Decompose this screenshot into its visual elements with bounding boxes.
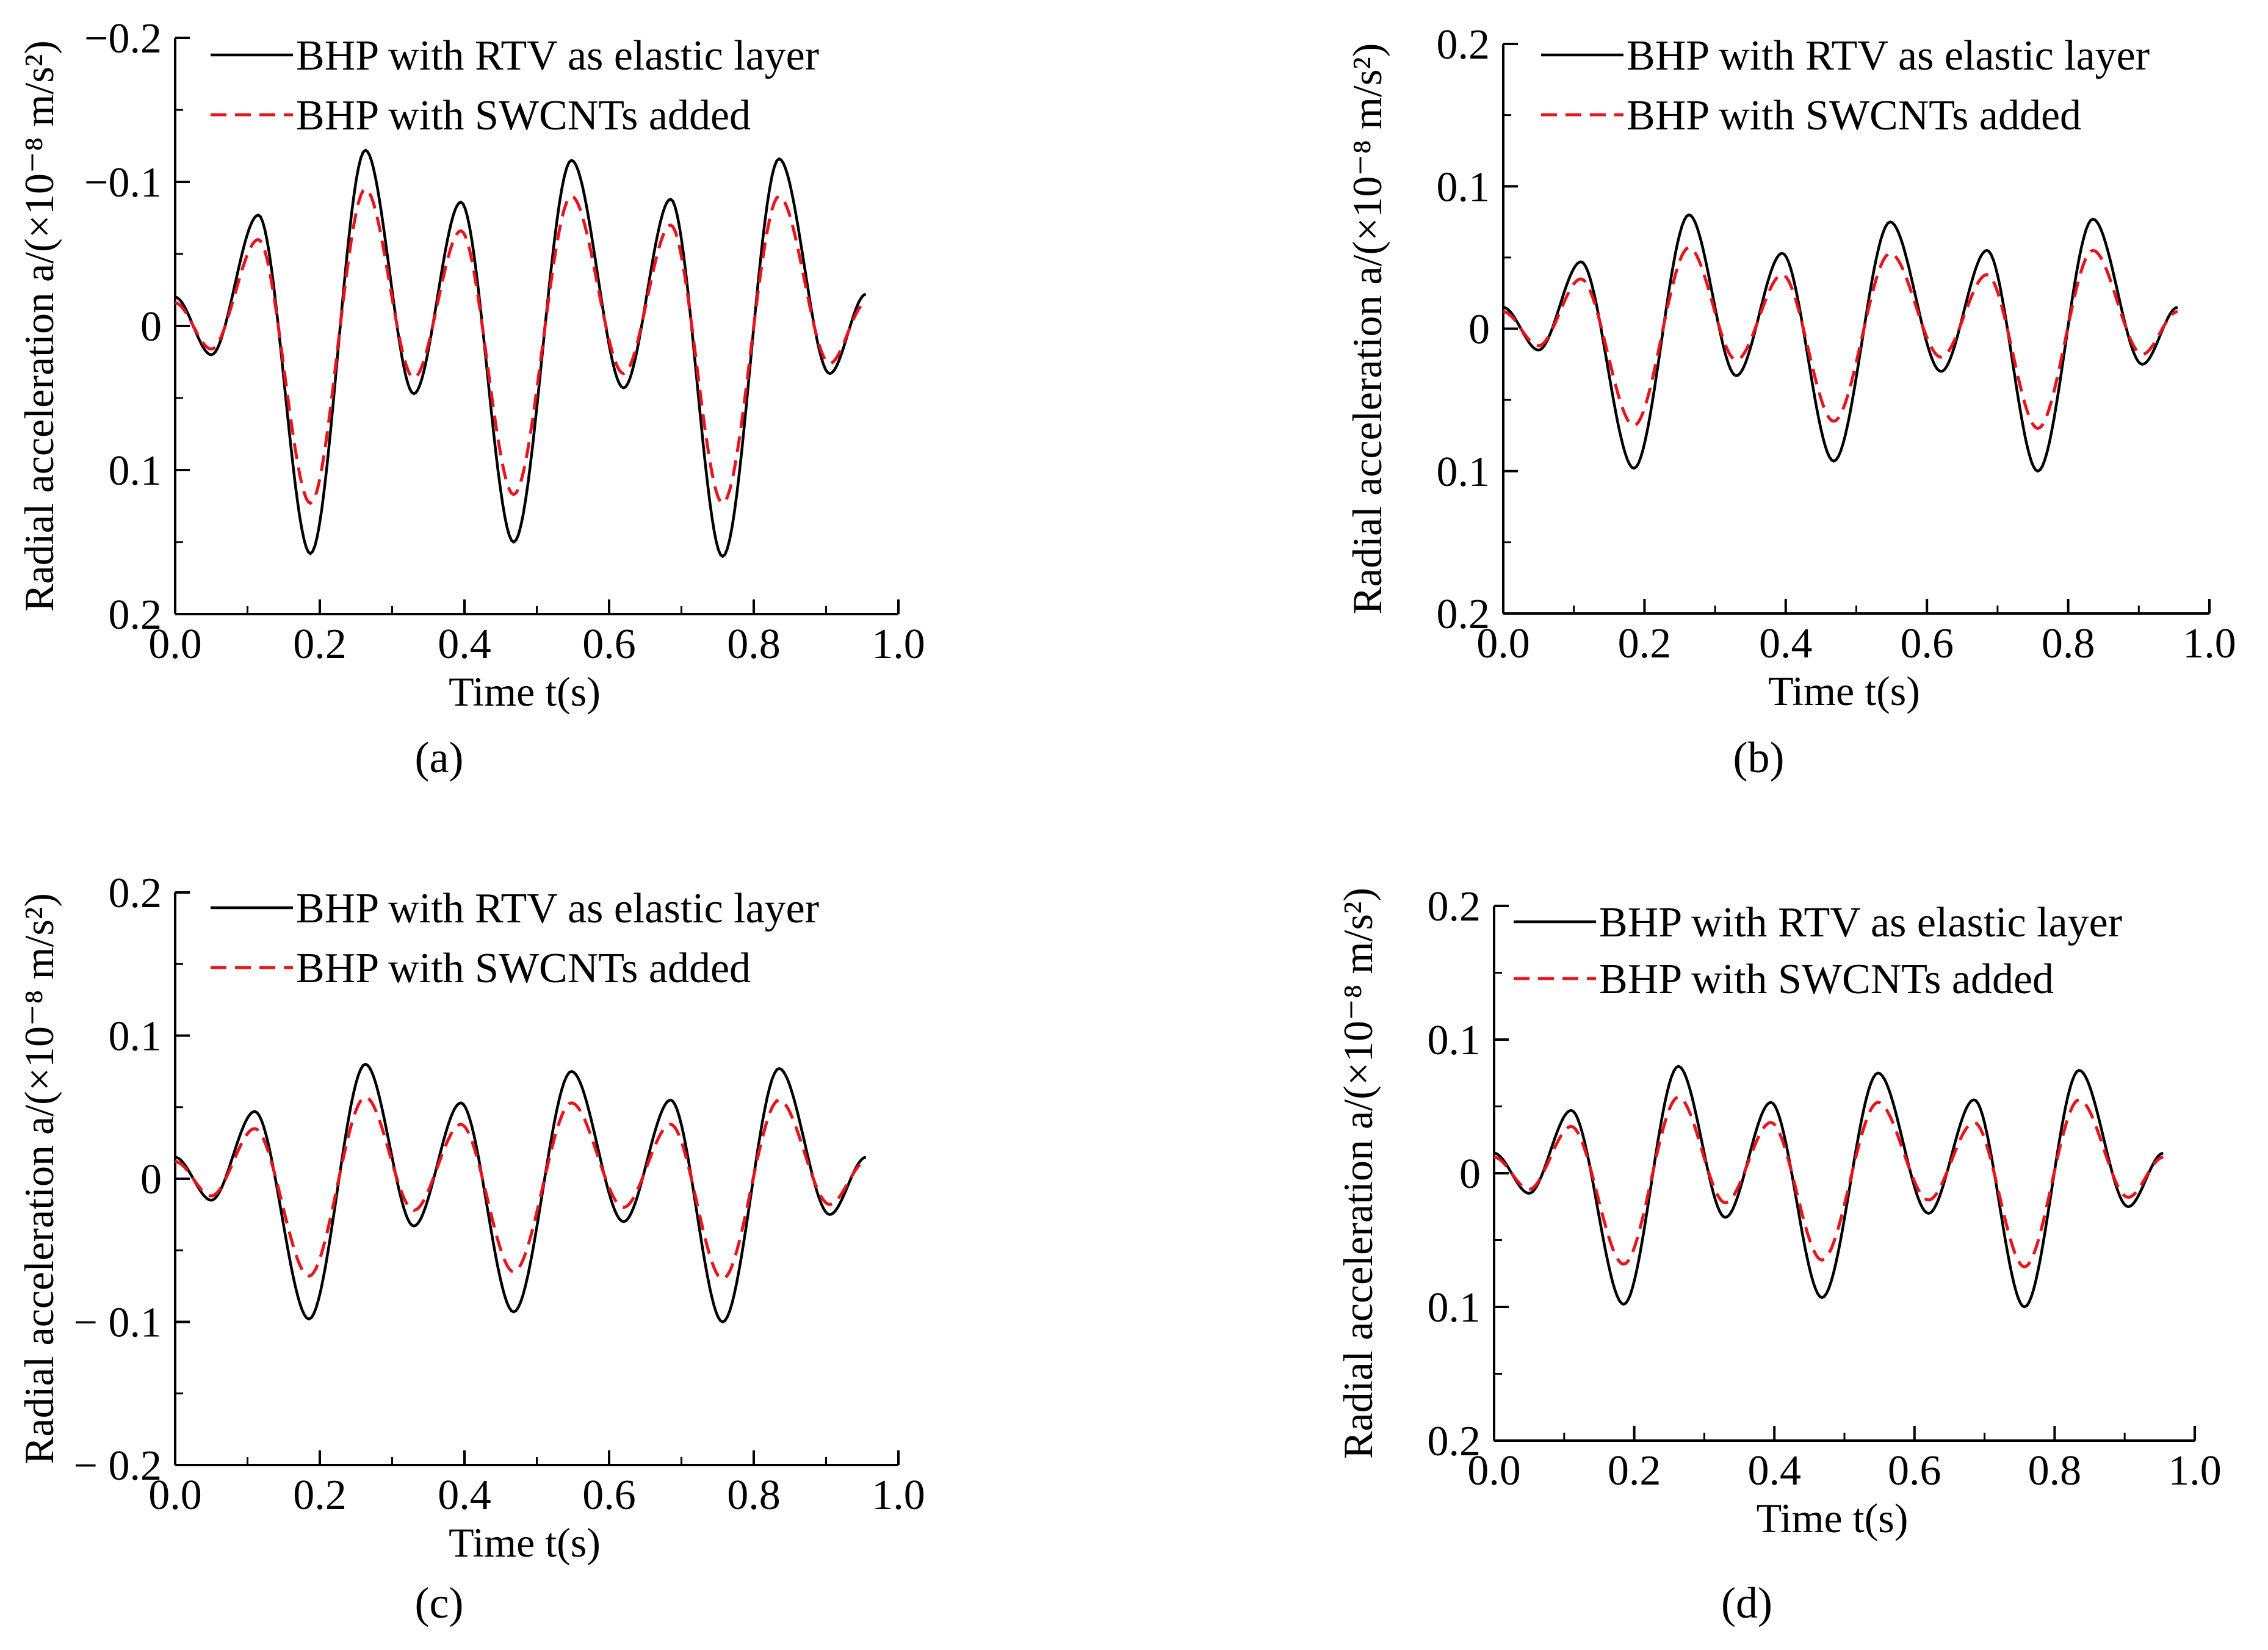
x-tick-label: 1.0: [2183, 620, 2236, 667]
panel-label: (b): [1733, 733, 1785, 782]
y-tick-label: 0.2: [1437, 21, 1490, 68]
x-tick-label: 0.4: [1759, 620, 1813, 667]
legend-entry: BHP with RTV as elastic layer: [296, 32, 819, 79]
x-tick-label: 0.2: [293, 621, 347, 668]
x-tick-label: 0.4: [438, 1472, 491, 1519]
y-tick-label: 0: [1468, 306, 1490, 353]
y-tick-label: 0.2: [1428, 883, 1481, 930]
legend-entry: BHP with RTV as elastic layer: [1599, 899, 2122, 946]
y-tick-label: 0.1: [1428, 1017, 1481, 1064]
legend-entry: BHP with SWCNTs added: [1599, 956, 2054, 1003]
series-line-swcnts: [1503, 245, 2178, 430]
x-tick-label: 0.2: [293, 1472, 347, 1519]
x-tick-label: 0.2: [1608, 1447, 1661, 1494]
x-tick-label: 0.6: [582, 1472, 636, 1519]
series-line-rtv: [175, 148, 867, 559]
series-line-rtv: [1493, 1065, 2164, 1309]
y-axis-title: Radial acceleration a/(×10⁻⁸ m/s²): [1335, 888, 1381, 1459]
y-tick-label: 0.1: [109, 447, 162, 494]
x-tick-label: 0.6: [582, 621, 636, 668]
y-tick-label: 0.1: [109, 1013, 162, 1060]
x-tick-label: 1.0: [2168, 1447, 2222, 1494]
legend-entry: BHP with SWCNTs added: [296, 92, 751, 139]
y-tick-label: 0: [1459, 1151, 1481, 1198]
x-tick-label: 0.4: [438, 621, 491, 668]
x-tick-label: 0.4: [1747, 1447, 1801, 1494]
y-axis-title: Radial acceleration a/(×10⁻⁸ m/s²): [16, 40, 62, 612]
y-tick-label: − 0.1: [74, 1300, 162, 1347]
x-tick-label: 0.0: [148, 1472, 202, 1519]
x-tick-label: 0.2: [1618, 620, 1672, 667]
y-tick-label: 0.1: [1437, 164, 1490, 211]
panel-label: (a): [415, 733, 464, 782]
x-tick-label: 0.0: [1476, 620, 1530, 667]
x-tick-label: 0.6: [1900, 620, 1954, 667]
panel-label: (d): [1721, 1579, 1772, 1627]
legend-entry: BHP with RTV as elastic layer: [1627, 32, 2150, 79]
panel-label: (c): [415, 1579, 464, 1627]
x-tick-label: 0.8: [727, 1472, 781, 1519]
x-tick-label: 0.6: [1888, 1447, 1941, 1494]
y-tick-label: −0.1: [84, 159, 162, 206]
legend-entry: BHP with SWCNTs added: [296, 945, 751, 992]
series-line-swcnts: [175, 1095, 866, 1281]
legend-entry: BHP with RTV as elastic layer: [296, 885, 819, 932]
series-line-swcnts: [1493, 1095, 2164, 1268]
y-tick-label: 0.2: [1437, 591, 1490, 638]
x-tick-label: 0.8: [727, 621, 781, 668]
y-tick-label: 0.1: [1437, 449, 1490, 496]
y-tick-label: 0: [140, 303, 162, 350]
y-axis-title: Radial acceleration a/(×10⁻⁸ m/s²): [16, 893, 62, 1464]
x-axis-title: Time t(s): [1768, 668, 1920, 714]
legend-entry: BHP with SWCNTs added: [1627, 92, 2081, 139]
x-tick-label: 0.8: [2042, 620, 2095, 667]
y-tick-label: 0.2: [109, 870, 162, 917]
x-tick-label: 1.0: [872, 621, 925, 668]
series-line-swcnts: [175, 187, 867, 505]
x-tick-label: 0.0: [1467, 1447, 1521, 1494]
y-tick-label: −0.2: [84, 15, 162, 62]
x-axis-title: Time t(s): [449, 1519, 601, 1566]
y-tick-label: − 0.2: [74, 1442, 162, 1489]
chart-panel-c: 0.2 0.1 0 − 0.1 − 0.20.0 0.2 0.4 0.6 0.8 1.0 Time …: [16, 870, 925, 1627]
y-tick-label: 0.2: [109, 592, 162, 639]
x-tick-label: 0.8: [2028, 1447, 2082, 1494]
x-tick-label: 1.0: [872, 1472, 925, 1519]
x-axis-title: Time t(s): [449, 668, 601, 715]
y-tick-label: 0.2: [1428, 1418, 1481, 1465]
x-axis-title: Time t(s): [1757, 1495, 1909, 1541]
y-tick-label: 0: [140, 1156, 162, 1203]
x-tick-label: 0.0: [148, 621, 202, 668]
y-axis-title: Radial acceleration a/(×10⁻⁸ m/s²): [1344, 43, 1390, 615]
y-tick-label: 0.1: [1428, 1284, 1481, 1331]
